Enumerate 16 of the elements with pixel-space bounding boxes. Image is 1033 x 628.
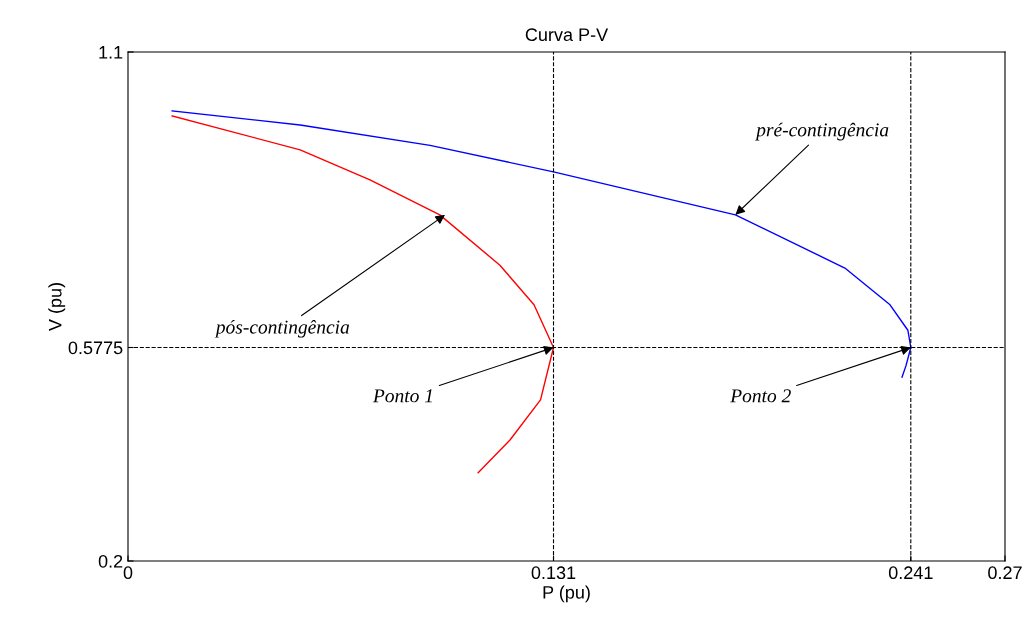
annotation: Ponto 2 <box>730 389 791 403</box>
x-tick-label: 0.241 <box>888 566 933 580</box>
annotation: pós-contingência <box>214 319 350 338</box>
y-tick-label: 0.5775 <box>68 341 123 355</box>
y-axis-title: V (pu) <box>48 283 66 331</box>
chart-title: Curva P-V <box>525 28 609 42</box>
line-series <box>171 115 555 474</box>
y-tick-label: 0.2 <box>98 554 123 568</box>
x-tick-label: 0 <box>123 566 133 580</box>
x-tick-label: 0.27 <box>988 566 1022 580</box>
x-tick-label: 0.131 <box>531 566 576 580</box>
x-axis-title: P (pu) <box>543 585 590 603</box>
y-tick-label: 1.1 <box>99 46 123 59</box>
line-series <box>171 110 912 378</box>
annotation: pré-contingência <box>755 122 889 141</box>
annotation: Ponto 1 <box>372 389 432 403</box>
